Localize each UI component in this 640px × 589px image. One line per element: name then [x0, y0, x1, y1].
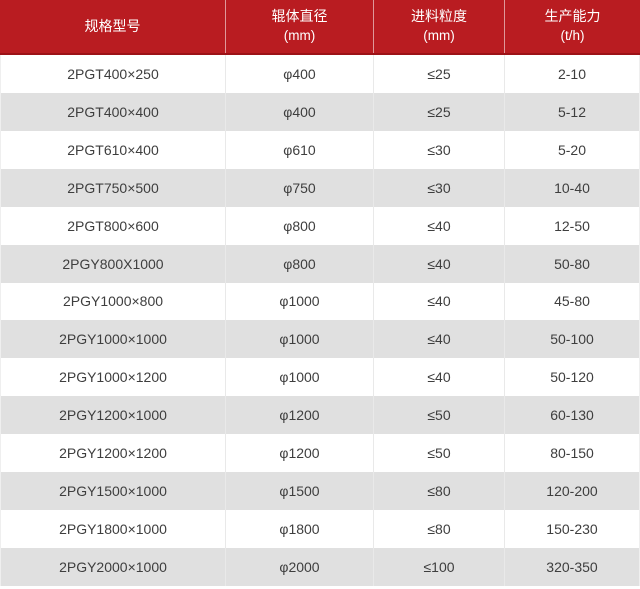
cell-feed-size: ≤80	[374, 510, 505, 548]
header-label: 进料粒度	[411, 7, 467, 24]
table-row: 2PGY1000×800 φ1000 ≤40 45-80	[0, 282, 640, 321]
table-row: 2PGT800×600 φ800 ≤40 12-50	[0, 206, 640, 245]
cell-feed-size: ≤30	[374, 130, 505, 169]
header-unit: (mm)	[423, 28, 455, 44]
cell-capacity: 60-130	[505, 396, 640, 435]
cell-capacity: 5-20	[505, 130, 640, 169]
table-row: 2PGY1000×1200 φ1000 ≤40 50-120	[0, 358, 640, 397]
cell-feed-size: ≤30	[374, 168, 505, 207]
cell-feed-size: ≤50	[374, 434, 505, 473]
cell-capacity: 120-200	[505, 472, 640, 511]
cell-feed-size: ≤100	[374, 547, 505, 586]
cell-model: 2PGY1200×1200	[0, 434, 226, 473]
cell-model: 2PGY2000×1000	[0, 547, 226, 586]
cell-roller-diameter: φ1800	[226, 510, 374, 548]
table-row: 2PGY800X1000 φ800 ≤40 50-80	[0, 244, 640, 283]
cell-capacity: 10-40	[505, 168, 640, 207]
table-body: 2PGT400×250 φ400 ≤25 2-10 2PGT400×400 φ4…	[0, 55, 640, 586]
table-row: 2PGY1200×1200 φ1200 ≤50 80-150	[0, 434, 640, 473]
cell-model: 2PGT750×500	[0, 168, 226, 207]
cell-model: 2PGT400×400	[0, 92, 226, 131]
cell-roller-diameter: φ400	[226, 55, 374, 93]
cell-roller-diameter: φ750	[226, 168, 374, 207]
header-unit: (t/h)	[560, 28, 585, 44]
cell-roller-diameter: φ1200	[226, 396, 374, 435]
table-row: 2PGY1200×1000 φ1200 ≤50 60-130	[0, 396, 640, 435]
cell-capacity: 80-150	[505, 434, 640, 473]
cell-roller-diameter: φ400	[226, 92, 374, 131]
cell-roller-diameter: φ1000	[226, 282, 374, 321]
cell-model: 2PGT610×400	[0, 130, 226, 169]
cell-model: 2PGT400×250	[0, 55, 226, 93]
cell-model: 2PGY1200×1000	[0, 396, 226, 435]
table-row: 2PGT400×400 φ400 ≤25 5-12	[0, 92, 640, 131]
header-cell-capacity: 生产能力 (t/h)	[505, 0, 640, 53]
cell-roller-diameter: φ800	[226, 206, 374, 245]
cell-model: 2PGY1800×1000	[0, 510, 226, 548]
header-label: 辊体直径	[271, 7, 328, 24]
cell-roller-diameter: φ1000	[226, 358, 374, 397]
cell-feed-size: ≤40	[374, 206, 505, 245]
cell-capacity: 50-80	[505, 244, 640, 283]
cell-capacity: 320-350	[505, 547, 640, 586]
table-row: 2PGY2000×1000 φ2000 ≤100 320-350	[0, 547, 640, 586]
header-label: 生产能力	[544, 7, 601, 24]
table-header-row: 规格型号 辊体直径 (mm) 进料粒度 (mm) 生产能力 (t/h)	[0, 0, 640, 55]
cell-roller-diameter: φ2000	[226, 547, 374, 586]
cell-model: 2PGY1500×1000	[0, 472, 226, 511]
header-cell-roller-diameter: 辊体直径 (mm)	[226, 0, 374, 53]
cell-capacity: 45-80	[505, 282, 640, 321]
table-row: 2PGT400×250 φ400 ≤25 2-10	[0, 55, 640, 93]
cell-feed-size: ≤25	[374, 55, 505, 93]
cell-capacity: 50-120	[505, 358, 640, 397]
cell-capacity: 2-10	[505, 55, 640, 93]
table-row: 2PGY1500×1000 φ1500 ≤80 120-200	[0, 472, 640, 511]
header-cell-model: 规格型号	[0, 0, 226, 53]
table-row: 2PGT610×400 φ610 ≤30 5-20	[0, 130, 640, 169]
cell-feed-size: ≤25	[374, 92, 505, 131]
cell-roller-diameter: φ1500	[226, 472, 374, 511]
cell-capacity: 50-100	[505, 320, 640, 359]
bottom-spacer	[0, 586, 640, 589]
cell-roller-diameter: φ610	[226, 130, 374, 169]
header-cell-feed-size: 进料粒度 (mm)	[374, 0, 505, 53]
cell-feed-size: ≤40	[374, 282, 505, 321]
cell-roller-diameter: φ800	[226, 244, 374, 283]
cell-capacity: 12-50	[505, 206, 640, 245]
cell-model: 2PGT800×600	[0, 206, 226, 245]
cell-feed-size: ≤50	[374, 396, 505, 435]
table-row: 2PGY1800×1000 φ1800 ≤80 150-230	[0, 510, 640, 548]
cell-capacity: 5-12	[505, 92, 640, 131]
table-row: 2PGY1000×1000 φ1000 ≤40 50-100	[0, 320, 640, 359]
cell-model: 2PGY1000×1200	[0, 358, 226, 397]
cell-model: 2PGY1000×800	[0, 282, 226, 321]
cell-feed-size: ≤40	[374, 358, 505, 397]
cell-roller-diameter: φ1000	[226, 320, 374, 359]
cell-model: 2PGY800X1000	[0, 244, 226, 283]
header-label: 规格型号	[84, 17, 141, 34]
cell-feed-size: ≤80	[374, 472, 505, 511]
cell-feed-size: ≤40	[374, 244, 505, 283]
header-unit: (mm)	[283, 28, 316, 44]
cell-model: 2PGY1000×1000	[0, 320, 226, 359]
cell-capacity: 150-230	[505, 510, 640, 548]
cell-feed-size: ≤40	[374, 320, 505, 359]
cell-roller-diameter: φ1200	[226, 434, 374, 473]
table-row: 2PGT750×500 φ750 ≤30 10-40	[0, 168, 640, 207]
